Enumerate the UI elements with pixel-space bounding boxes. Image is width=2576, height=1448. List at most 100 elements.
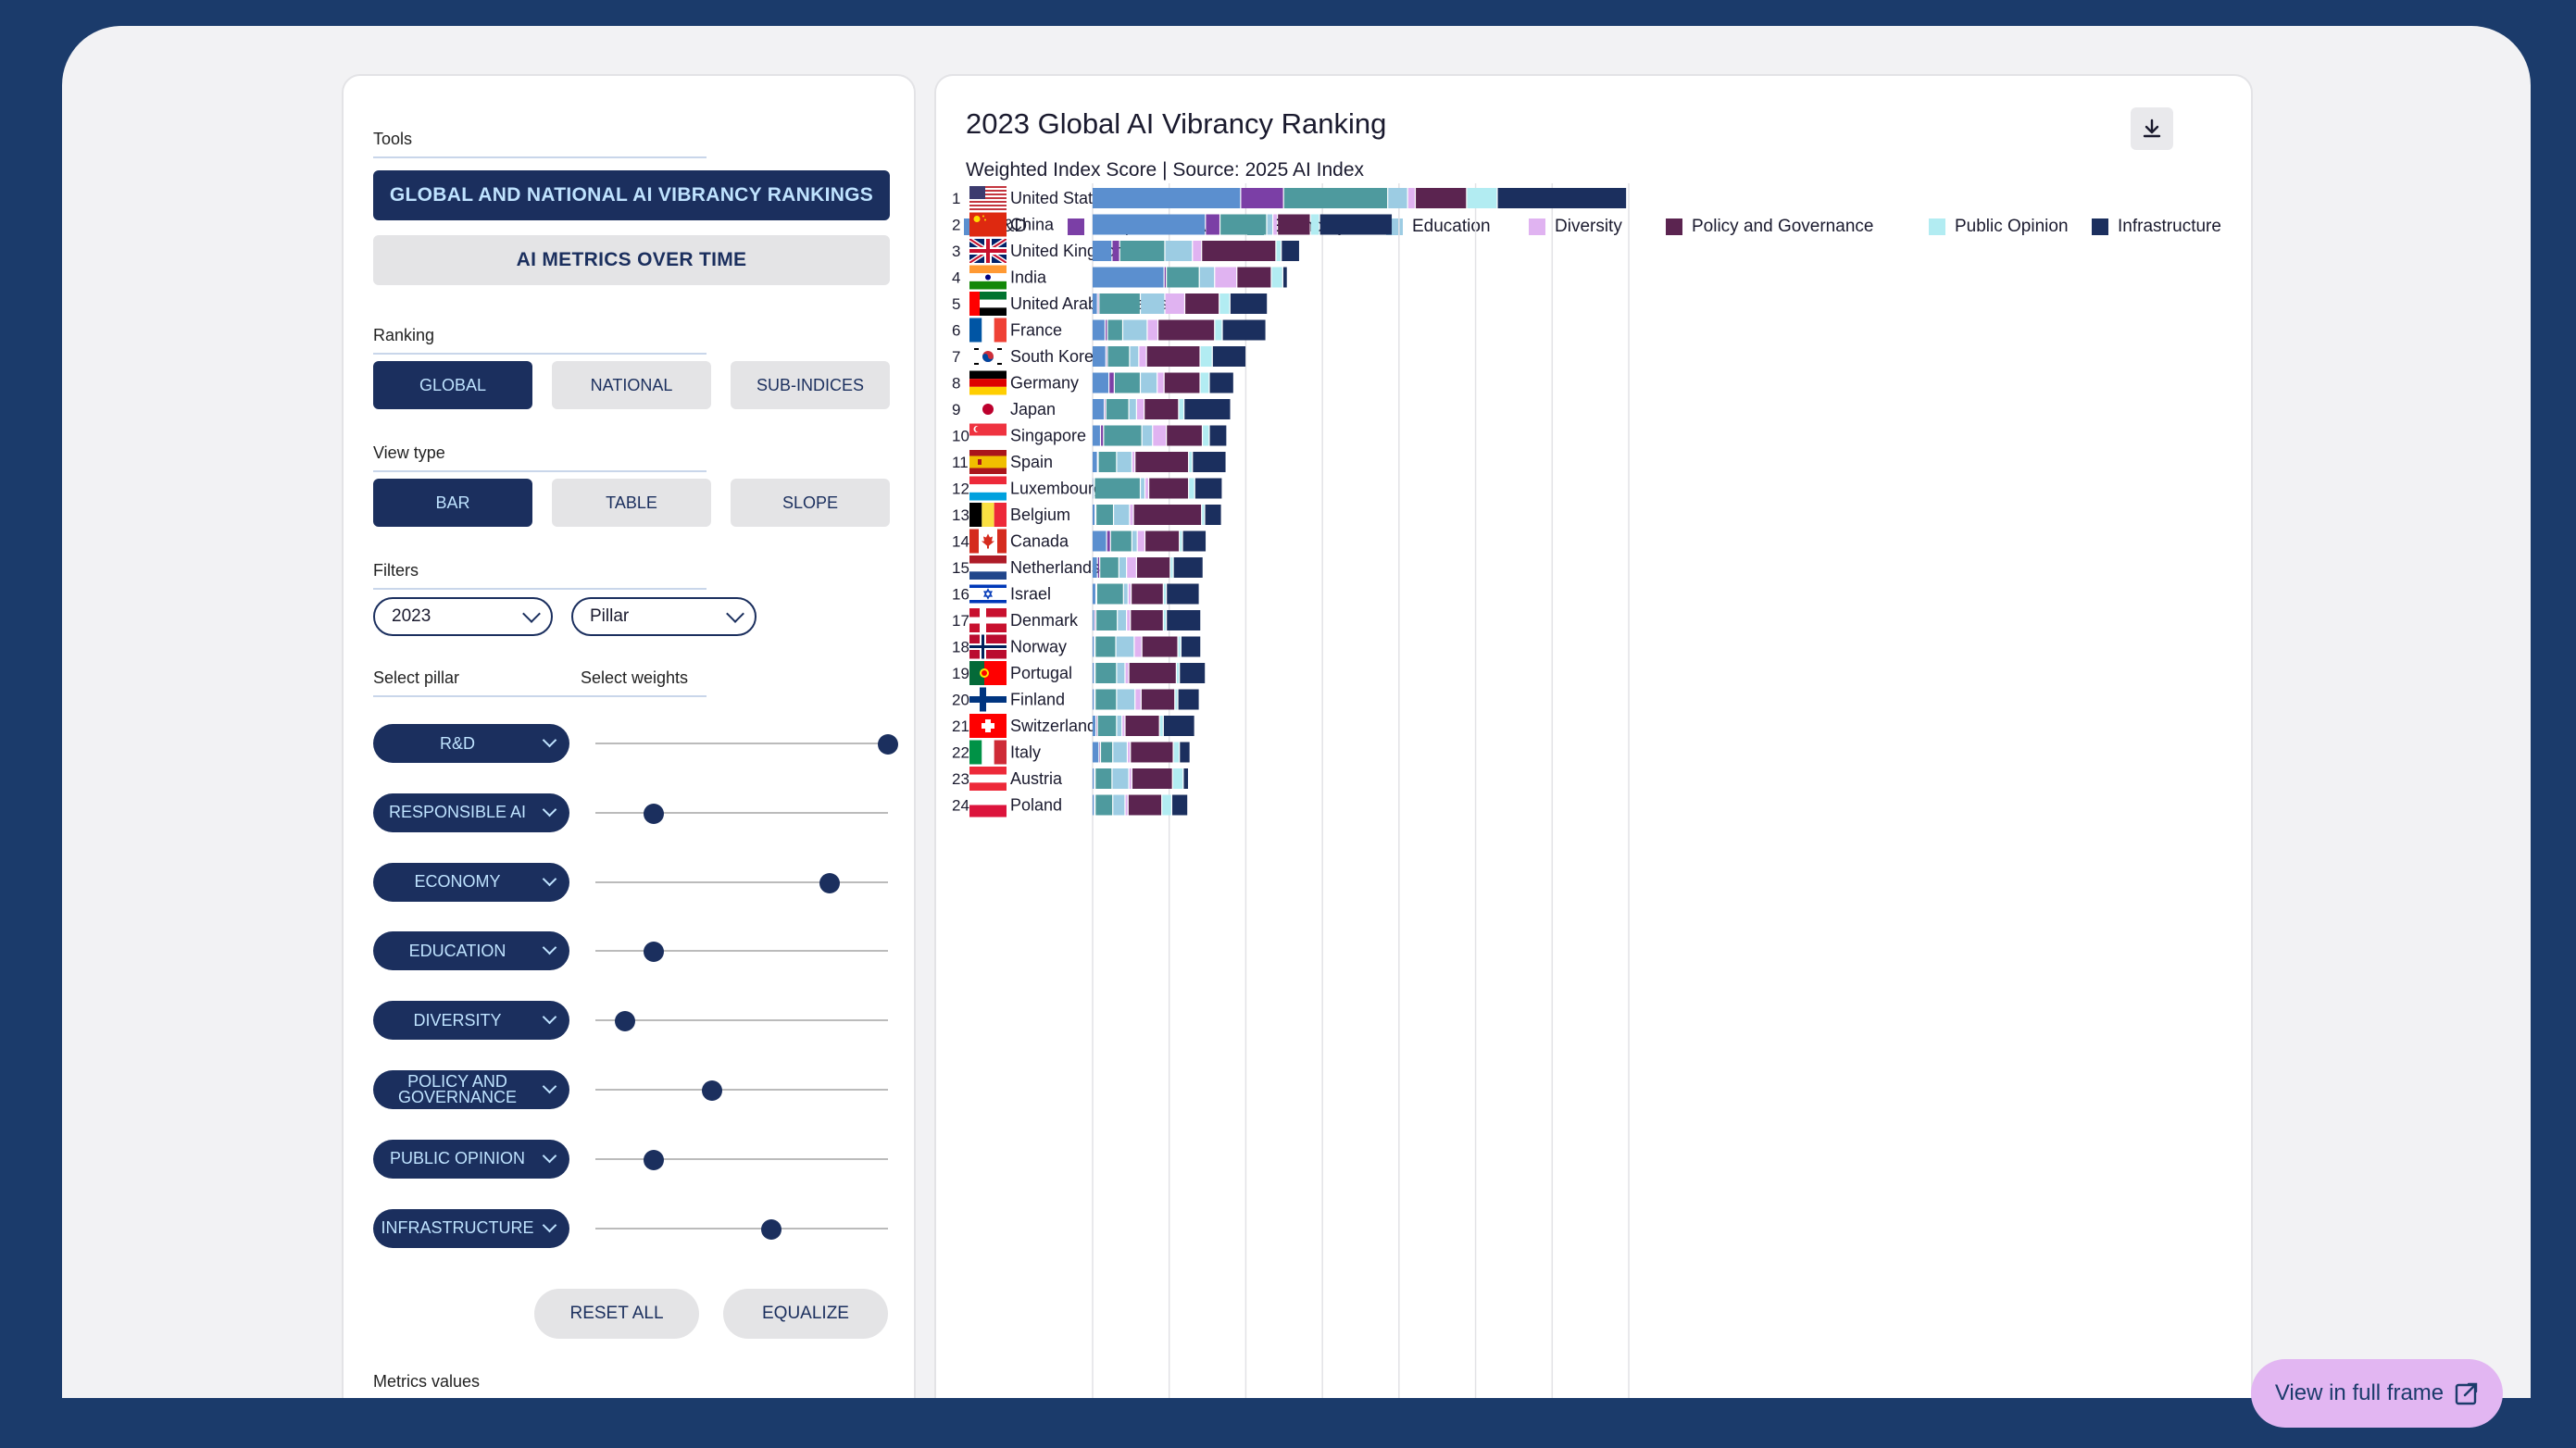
bar-segment[interactable] [1094,478,1140,499]
bar-segment[interactable] [1135,452,1189,472]
bar-segment[interactable] [1117,663,1125,683]
bar-segment[interactable] [1093,267,1164,288]
bar-segment[interactable] [1114,505,1130,525]
bar-segment[interactable] [1167,425,1202,446]
bar-segment[interactable] [1093,794,1094,816]
weight-slider-1[interactable] [595,802,888,824]
bar-segment[interactable] [1219,293,1230,314]
bar-segment[interactable] [1093,372,1108,393]
bar-segment[interactable] [1093,505,1095,525]
bar-segment[interactable] [1135,689,1141,710]
bar-segment[interactable] [1110,531,1132,552]
bar-segment[interactable] [1141,478,1144,499]
slider-thumb[interactable] [614,1011,635,1032]
view-table-button[interactable]: TABLE [552,479,711,527]
bar-segment[interactable] [1319,214,1393,235]
bar-segment[interactable] [1283,188,1388,208]
bar-segment[interactable] [1209,372,1233,393]
bar-segment[interactable] [1132,531,1137,552]
bar-segment[interactable] [1131,610,1163,630]
bar-segment[interactable] [1129,663,1176,683]
bar-segment[interactable] [1193,241,1202,261]
bar-segment[interactable] [1237,267,1271,288]
bar-segment[interactable] [1104,425,1142,446]
bar-segment[interactable] [1278,214,1310,235]
bar-segment[interactable] [1230,293,1268,314]
bar-segment[interactable] [1099,293,1140,314]
pillar-select-2[interactable]: ECONOMY [373,862,569,902]
bar-segment[interactable] [1125,794,1128,816]
bar-segment[interactable] [1222,319,1266,341]
bar-segment[interactable] [1282,267,1287,288]
bar-segment[interactable] [1097,557,1100,578]
bar-segment[interactable] [1128,583,1131,605]
bar-segment[interactable] [1172,794,1188,816]
bar-segment[interactable] [1158,319,1215,341]
bar-segment[interactable] [1118,610,1127,630]
bar-segment[interactable] [1093,452,1097,472]
bar-segment[interactable] [1149,478,1189,499]
slider-thumb[interactable] [702,1080,723,1101]
bar-segment[interactable] [1095,636,1116,657]
bar-segment[interactable] [1170,557,1173,578]
bar-segment[interactable] [1128,742,1131,763]
slider-thumb[interactable] [644,942,665,963]
bar-segment[interactable] [1134,636,1142,657]
bar-segment[interactable] [1205,505,1221,525]
bar-segment[interactable] [1184,399,1231,419]
bar-segment[interactable] [1112,241,1119,261]
bar-segment[interactable] [1416,188,1467,208]
bar-segment[interactable] [1100,557,1119,578]
bar-segment[interactable] [1178,636,1181,657]
bar-segment[interactable] [1175,689,1178,710]
bar-segment[interactable] [1141,372,1157,393]
bar-segment[interactable] [1194,478,1222,499]
bar-segment[interactable] [1114,372,1140,393]
bar-segment[interactable] [1127,610,1131,630]
bar-segment[interactable] [1125,716,1159,736]
bar-segment[interactable] [1131,742,1173,763]
bar-segment[interactable] [1107,531,1110,552]
bar-segment[interactable] [1388,188,1407,208]
bar-segment[interactable] [1093,214,1206,235]
bar-segment[interactable] [1153,425,1167,446]
bar-segment[interactable] [1096,610,1118,630]
bar-segment[interactable] [1093,768,1094,789]
equalize-button[interactable]: EQUALIZE [723,1289,888,1339]
slider-thumb[interactable] [878,734,898,755]
bar-segment[interactable] [1113,794,1125,816]
bar-segment[interactable] [1165,293,1184,314]
bar-segment[interactable] [1173,742,1180,763]
bar-segment[interactable] [1172,768,1183,789]
ranking-subindices-button[interactable]: SUB-INDICES [731,361,890,409]
bar-segment[interactable] [1215,267,1237,288]
bar-segment[interactable] [1093,241,1112,261]
bar-segment[interactable] [1202,241,1276,261]
bar-segment[interactable] [1180,531,1182,552]
bar-segment[interactable] [1093,188,1241,208]
bar-segment[interactable] [1189,478,1194,499]
bar-segment[interactable] [1132,583,1163,605]
bar-segment[interactable] [1163,610,1167,630]
bar-segment[interactable] [1129,768,1132,789]
bar-segment[interactable] [1159,716,1163,736]
bar-segment[interactable] [1183,768,1189,789]
bar-segment[interactable] [1116,636,1134,657]
bar-segment[interactable] [1180,742,1190,763]
bar-segment[interactable] [1167,583,1199,605]
bar-segment[interactable] [1179,399,1184,419]
bar-segment[interactable] [1128,794,1162,816]
slider-thumb[interactable] [644,803,665,824]
bar-segment[interactable] [1127,557,1136,578]
bar-segment[interactable] [1282,241,1299,261]
bar-segment[interactable] [1145,531,1180,552]
bar-segment[interactable] [1267,214,1273,235]
pillar-select-1[interactable]: RESPONSIBLE AI [373,793,569,832]
bar-segment[interactable] [1117,716,1122,736]
bar-segment[interactable] [1146,346,1200,367]
weight-slider-0[interactable] [595,732,898,755]
bar-segment[interactable] [1093,716,1095,736]
bar-segment[interactable] [1200,346,1212,367]
bar-segment[interactable] [1119,557,1127,578]
ranking-global-button[interactable]: GLOBAL [373,361,532,409]
